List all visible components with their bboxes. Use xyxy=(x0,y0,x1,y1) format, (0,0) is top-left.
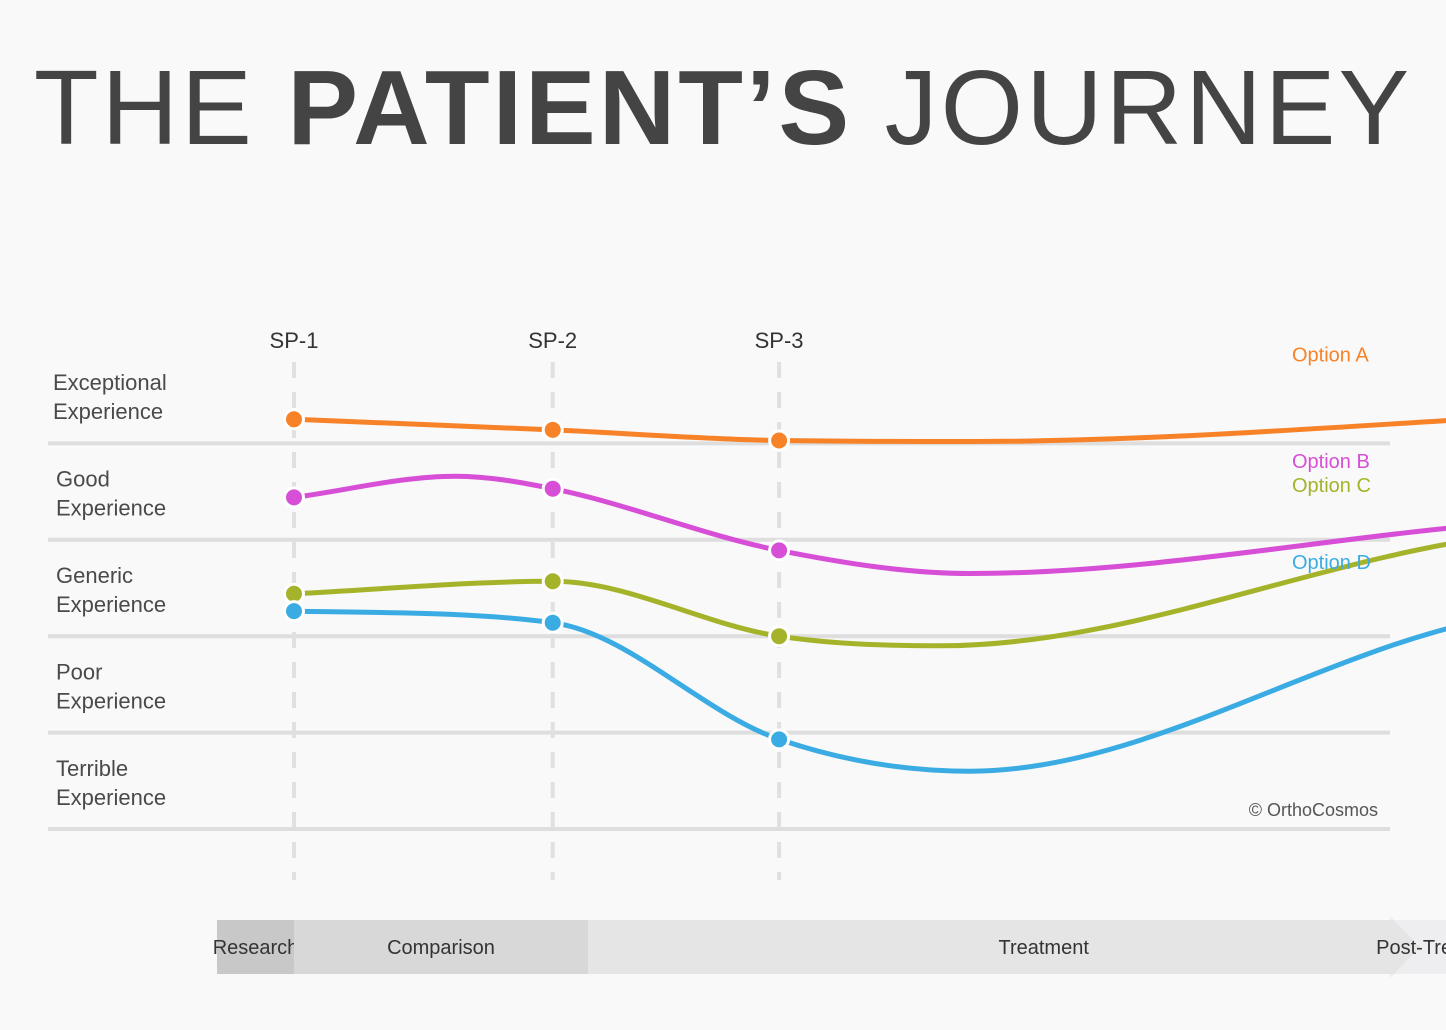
y-category-label: Terrible xyxy=(56,756,128,781)
series-line-option-a xyxy=(291,416,1446,445)
data-point-option-b xyxy=(541,477,564,500)
series-line-option-b xyxy=(291,473,1446,577)
stage-point-guides: SP-1SP-2SP-3SP-4 xyxy=(270,328,804,880)
stage-label-sp-2: SP-2 xyxy=(528,328,577,353)
title-part-2: PATIENT’S xyxy=(287,49,853,167)
y-category-label: Experience xyxy=(53,399,163,424)
data-point-option-b xyxy=(768,539,791,562)
series-option-a xyxy=(283,408,1446,452)
y-axis-labels: Exceptional Experience Good Experience Gener… xyxy=(53,370,167,810)
y-category-label: Experience xyxy=(56,688,166,713)
y-category-label: Experience xyxy=(56,785,166,810)
phase-label-treatment: Treatment xyxy=(998,937,1089,959)
grid-lines xyxy=(48,441,1390,831)
phase-comparison xyxy=(294,920,588,974)
phase-timeline: Research Comparison Treatment Post-Treatmen… xyxy=(213,916,1446,978)
phase-label-post-treatment: Post-Treatment xyxy=(1376,937,1446,959)
data-point-option-d xyxy=(541,611,564,634)
phase-post-treatment xyxy=(1390,916,1446,978)
phase-research xyxy=(217,920,294,974)
phase-treatment xyxy=(588,920,1446,974)
data-point-option-a xyxy=(768,429,791,452)
series-option-d xyxy=(283,600,1446,774)
series-option-c xyxy=(283,541,1446,649)
title-part-1: THE xyxy=(33,49,288,167)
stage-label-sp-1: SP-1 xyxy=(270,328,319,353)
credit-text: © OrthoCosmos xyxy=(1249,800,1378,820)
y-category-label: Experience xyxy=(56,496,166,521)
stage-label-sp-3: SP-3 xyxy=(755,328,804,353)
series-line-option-d xyxy=(291,608,1446,774)
phase-label-research: Research xyxy=(213,937,299,959)
title-part-3: JOURNEY xyxy=(852,49,1413,167)
series-option-b xyxy=(283,473,1446,577)
data-point-option-c xyxy=(541,570,564,593)
data-point-option-a xyxy=(283,408,305,431)
data-point-option-a xyxy=(541,418,564,441)
y-category-label: Poor xyxy=(56,659,102,684)
data-point-option-b xyxy=(283,486,305,509)
y-category-label: Experience xyxy=(56,592,166,617)
legend-label-option-c: Option C xyxy=(1292,475,1371,497)
legend-label-option-a: Option A xyxy=(1292,345,1369,367)
data-point-option-d xyxy=(768,728,791,751)
series-lines xyxy=(283,408,1446,774)
y-category-label: Generic xyxy=(56,563,133,588)
legend-label-option-d: Option D xyxy=(1292,552,1371,574)
y-category-label: Good xyxy=(56,467,110,492)
phase-label-comparison: Comparison xyxy=(387,937,495,959)
legend-label-option-b: Option B xyxy=(1292,451,1370,473)
data-point-option-c xyxy=(768,625,791,648)
page-title: THE PATIENT’S JOURNEY xyxy=(0,48,1446,169)
data-point-option-d xyxy=(283,600,305,623)
y-category-label: Exceptional xyxy=(53,370,167,395)
